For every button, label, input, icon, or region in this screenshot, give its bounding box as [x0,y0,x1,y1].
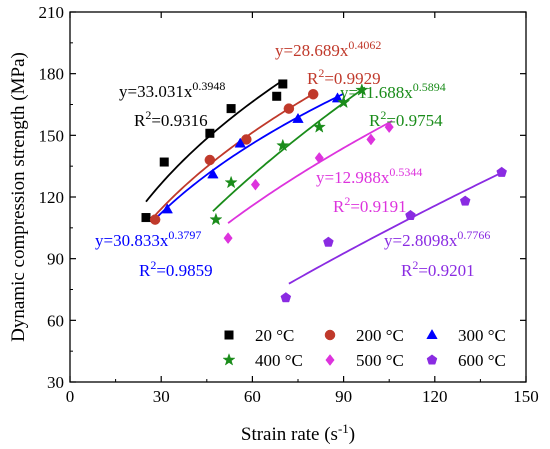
data-point [307,88,319,100]
fit-equation-0: y=33.031x0.3948 [119,79,225,101]
data-point [241,134,252,145]
fit-r2-1: R2=0.9929 [307,66,381,88]
x-axis-label: Strain rate (s-1) [241,421,355,445]
data-point [384,121,394,134]
legend-item: 600 °C [426,351,506,370]
fit-equation-5: y=2.8098x0.7766 [384,228,490,250]
legend-item: 20 °C [224,326,294,345]
x-tick-label: 30 [153,387,170,406]
data-point [283,103,295,114]
data-point [366,133,376,146]
data-point [204,154,216,166]
y-tick-label: 60 [47,311,64,330]
data-point [331,92,344,103]
y-tick-label: 30 [47,373,64,392]
data-point [272,91,282,101]
data-point [336,95,351,109]
data-point [459,195,471,206]
legend-marker [426,354,438,365]
data-point [405,209,416,220]
legend-label: 300 °C [458,326,506,345]
data-point [496,166,507,177]
fit-r2-2: R2=0.9859 [139,258,213,280]
x-tick-label: 0 [66,387,75,406]
legend-label: 500 °C [356,351,404,370]
y-axis-label: Dynamic compression strength (MPa) [8,52,29,342]
fit-r2-4: R2=0.9191 [333,194,407,216]
data-point [292,112,304,123]
y-tick-label: 150 [39,126,65,145]
data-point [161,203,173,214]
fit-equation-3: y=11.688x0.5894 [340,80,446,102]
data-point [149,214,161,225]
fit-curve-0 [145,79,284,203]
legend-item: 400 °C [222,351,303,370]
data-point [280,292,292,303]
fit-curve-4 [227,120,393,224]
legend-label: 600 °C [458,351,506,370]
y-tick-label: 120 [39,188,65,207]
y-tick-label: 180 [39,65,65,84]
data-point [234,137,246,148]
legend-item: 200 °C [324,326,404,345]
legend-marker [222,352,236,366]
data-point [355,83,369,96]
legend-marker [224,330,234,340]
legend-marker [324,329,336,341]
y-tick-label: 210 [39,3,65,22]
fit-r2-5: R2=0.9201 [401,258,475,280]
x-tick-label: 60 [244,387,261,406]
data-point [226,104,236,114]
fit-equation-2: y=30.833x0.3797 [95,228,201,250]
data-point [207,168,219,179]
data-point [223,232,233,245]
data-point [205,128,215,138]
legend-marker [426,328,438,339]
data-point [159,157,169,167]
fit-curve-2 [154,92,344,220]
data-point [224,175,238,189]
fit-r2-0: R2=0.9316 [134,108,208,130]
legend-item: 300 °C [426,326,506,345]
data-point [209,212,223,226]
data-point [278,79,288,89]
data-point [276,138,290,152]
y-tick-label: 90 [47,250,64,269]
x-tick-label: 150 [513,387,539,406]
fit-curve-3 [212,86,366,212]
legend-label: 20 °C [255,326,294,345]
fit-r2-3: R2=0.9754 [369,108,443,130]
data-point [312,120,326,133]
data-point [250,178,261,191]
x-tick-label: 90 [335,387,352,406]
data-point [141,213,151,223]
legend-label: 400 °C [255,351,303,370]
x-tick-label: 120 [422,387,448,406]
fit-equation-1: y=28.689x0.4062 [275,38,381,60]
fit-equation-4: y=12.988x0.5344 [316,165,422,187]
legend-marker [325,354,335,366]
fit-curve-5 [288,170,506,285]
legend-item: 500 °C [325,351,404,370]
data-point [323,236,334,247]
data-point [314,152,324,164]
legend-label: 200 °C [356,326,404,345]
